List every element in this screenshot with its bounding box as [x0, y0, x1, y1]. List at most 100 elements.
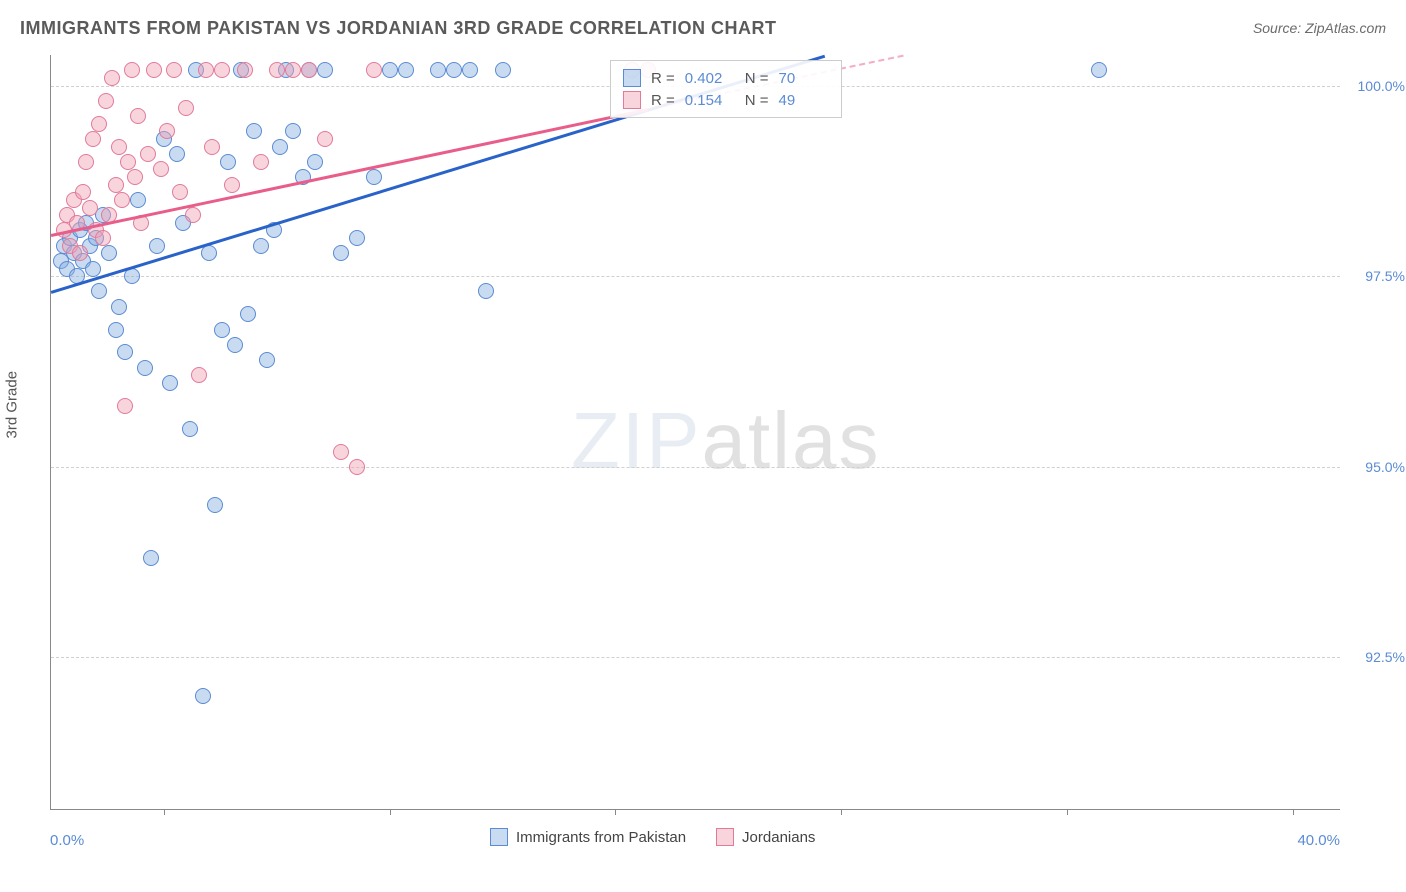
gridline [51, 467, 1340, 468]
data-point [117, 398, 133, 414]
x-tick [841, 809, 842, 815]
stat-n-label: N = [745, 92, 769, 109]
data-point [462, 62, 478, 78]
data-point [259, 352, 275, 368]
x-tick [1067, 809, 1068, 815]
data-point [75, 184, 91, 200]
swatch-blue-icon [623, 69, 641, 87]
data-point [201, 245, 217, 261]
legend-bottom: Immigrants from Pakistan Jordanians [490, 828, 815, 846]
x-tick [164, 809, 165, 815]
data-point [127, 169, 143, 185]
data-point [301, 62, 317, 78]
gridline [51, 276, 1340, 277]
data-point [72, 245, 88, 261]
data-point [382, 62, 398, 78]
data-point [149, 238, 165, 254]
stat-r-label: R = [651, 70, 675, 87]
data-point [172, 184, 188, 200]
data-point [227, 337, 243, 353]
y-tick-label: 100.0% [1358, 78, 1405, 94]
swatch-pink-icon [623, 91, 641, 109]
x-tick [615, 809, 616, 815]
data-point [114, 192, 130, 208]
data-point [333, 444, 349, 460]
stat-r-value: 0.154 [685, 92, 735, 109]
data-point [95, 230, 111, 246]
data-point [495, 62, 511, 78]
stat-n-value: 70 [779, 70, 829, 87]
data-point [191, 367, 207, 383]
data-point [120, 154, 136, 170]
legend-item-pakistan: Immigrants from Pakistan [490, 828, 686, 846]
data-point [224, 177, 240, 193]
y-axis-title: 3rd Grade [4, 371, 21, 439]
data-point [317, 62, 333, 78]
data-point [317, 131, 333, 147]
stats-row-jordanians: R = 0.154 N = 49 [623, 89, 829, 111]
data-point [185, 207, 201, 223]
data-point [207, 497, 223, 513]
data-point [446, 62, 462, 78]
data-point [366, 62, 382, 78]
data-point [85, 261, 101, 277]
data-point [130, 192, 146, 208]
y-tick-label: 95.0% [1365, 459, 1405, 475]
data-point [166, 62, 182, 78]
y-tick-label: 92.5% [1365, 649, 1405, 665]
data-point [214, 322, 230, 338]
stats-box: R = 0.402 N = 70 R = 0.154 N = 49 [610, 60, 842, 118]
data-point [240, 306, 256, 322]
data-point [272, 139, 288, 155]
legend-label: Jordanians [742, 829, 815, 846]
data-point [169, 146, 185, 162]
data-point [253, 238, 269, 254]
data-point [78, 154, 94, 170]
data-point [366, 169, 382, 185]
data-point [111, 139, 127, 155]
data-point [220, 154, 236, 170]
data-point [85, 131, 101, 147]
data-point [269, 62, 285, 78]
data-point [82, 200, 98, 216]
data-point [104, 70, 120, 86]
data-point [108, 177, 124, 193]
stat-r-label: R = [651, 92, 675, 109]
data-point [137, 360, 153, 376]
stats-row-pakistan: R = 0.402 N = 70 [623, 67, 829, 89]
data-point [111, 299, 127, 315]
data-point [398, 62, 414, 78]
data-point [162, 375, 178, 391]
data-point [159, 123, 175, 139]
gridline [51, 657, 1340, 658]
data-point [182, 421, 198, 437]
data-point [124, 62, 140, 78]
data-point [178, 100, 194, 116]
data-point [333, 245, 349, 261]
data-point [153, 161, 169, 177]
x-tick [390, 809, 391, 815]
chart-title: IMMIGRANTS FROM PAKISTAN VS JORDANIAN 3R… [20, 18, 777, 39]
data-point [1091, 62, 1107, 78]
data-point [349, 230, 365, 246]
data-point [349, 459, 365, 475]
data-point [285, 62, 301, 78]
data-point [285, 123, 301, 139]
swatch-pink-icon [716, 828, 734, 846]
data-point [140, 146, 156, 162]
data-point [143, 550, 159, 566]
data-point [91, 116, 107, 132]
data-point [478, 283, 494, 299]
legend-label: Immigrants from Pakistan [516, 829, 686, 846]
data-point [246, 123, 262, 139]
data-point [307, 154, 323, 170]
x-tick [1293, 809, 1294, 815]
x-axis-max-label: 40.0% [1297, 832, 1340, 849]
data-point [430, 62, 446, 78]
y-tick-label: 97.5% [1365, 268, 1405, 284]
data-point [204, 139, 220, 155]
data-point [195, 688, 211, 704]
data-point [198, 62, 214, 78]
watermark: ZIPatlas [571, 395, 880, 487]
plot-area: ZIPatlas 92.5%95.0%97.5%100.0% [50, 55, 1340, 810]
